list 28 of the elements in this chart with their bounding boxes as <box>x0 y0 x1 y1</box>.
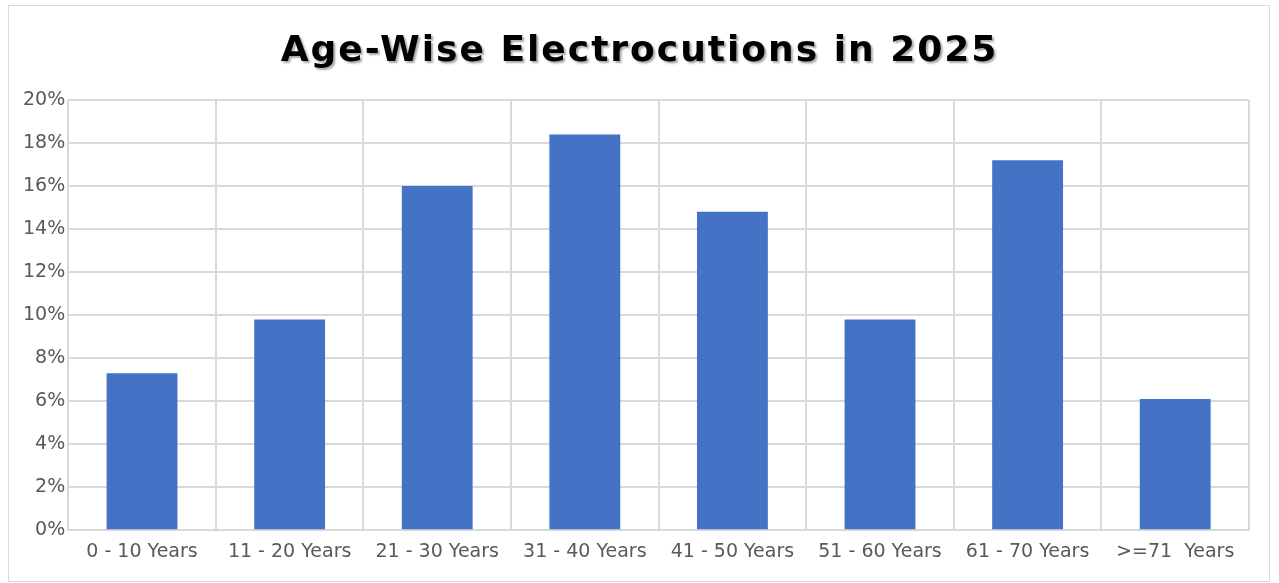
x-tick-label: 31 - 40 Years <box>523 538 647 561</box>
y-tick-label: 0% <box>35 517 66 540</box>
y-tick-label: 18% <box>23 129 66 152</box>
x-tick-label: 51 - 60 Years <box>818 538 942 561</box>
y-tick-label: 10% <box>23 302 66 325</box>
bar <box>992 160 1064 530</box>
y-tick-label: 16% <box>23 172 66 195</box>
x-tick-label: 11 - 20 Years <box>227 538 352 561</box>
x-tick-label: 0 - 10 Years <box>86 538 198 561</box>
bar <box>106 373 178 530</box>
x-tick-label: 21 - 30 Years <box>375 538 499 561</box>
x-tick-label: 61 - 70 Years <box>965 538 1090 561</box>
bar <box>401 186 473 530</box>
chart-title: Age-Wise Electrocutions in 2025 <box>279 28 1000 69</box>
y-tick-label: 2% <box>35 474 66 497</box>
bar <box>696 211 768 530</box>
y-tick-label: 4% <box>35 431 66 454</box>
bar <box>1139 398 1211 530</box>
y-tick-label: 20% <box>23 86 66 109</box>
x-tick-label: 41 - 50 Years <box>670 538 795 561</box>
bar <box>549 134 621 530</box>
x-tick-label: >=71 Years <box>1116 538 1235 561</box>
y-tick-label: 14% <box>23 216 66 238</box>
y-tick-label: 12% <box>23 259 66 282</box>
y-tick-label: 8% <box>35 345 66 368</box>
bar <box>254 319 326 530</box>
bar <box>844 319 916 530</box>
y-tick-label: 6% <box>35 388 66 411</box>
